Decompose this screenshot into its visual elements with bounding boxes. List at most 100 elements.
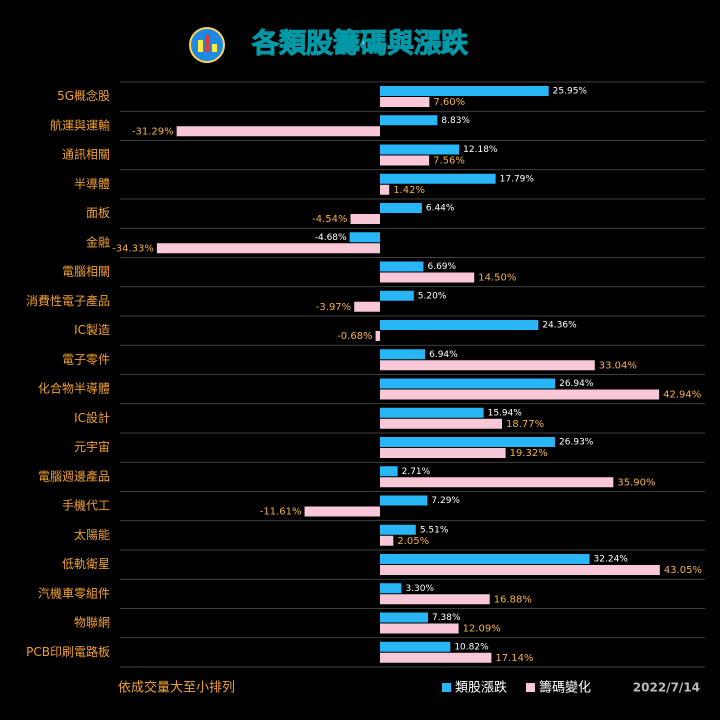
value-label: 2.71% [402, 467, 431, 477]
category-label: 面板 [86, 206, 110, 220]
category-label: 金融 [86, 234, 110, 249]
value-label: 19.32% [510, 448, 548, 459]
category-label: 航運與運輸 [50, 117, 110, 132]
bar [380, 272, 475, 283]
category-label: 低軌衛星 [62, 556, 110, 571]
category-label: 半導體 [74, 177, 110, 191]
value-label: 42.94% [663, 390, 701, 401]
bar [380, 184, 390, 195]
value-label: -34.33% [112, 243, 154, 254]
value-label: 15.94% [488, 408, 523, 418]
bar [380, 173, 496, 184]
bar [380, 594, 490, 605]
category-label: 太陽能 [74, 527, 110, 542]
bar [380, 466, 398, 477]
bar [380, 477, 614, 488]
value-label: 8.83% [441, 116, 470, 126]
bar [176, 126, 380, 137]
value-label: 7.56% [433, 156, 465, 167]
category-label: 電腦相關 [62, 264, 110, 279]
category-label: 元宇宙 [74, 439, 110, 454]
value-label: -11.61% [260, 507, 302, 518]
category-label: IC設計 [74, 410, 110, 425]
value-label: 17.79% [500, 174, 535, 184]
category-label: 電腦週邊產品 [38, 468, 110, 483]
bar [380, 554, 590, 564]
legend-swatch [442, 683, 451, 692]
value-label: 33.04% [599, 360, 637, 371]
category-label: 化合物半導體 [38, 381, 110, 396]
value-label: 26.93% [559, 438, 594, 448]
value-label: 24.36% [542, 321, 577, 331]
chart-title: 各類股籌碼與漲跌 [251, 28, 468, 60]
value-label: 10.82% [454, 642, 489, 652]
value-label: 43.05% [664, 565, 702, 576]
value-label: 1.42% [393, 185, 425, 196]
value-label: -4.68% [315, 233, 347, 243]
value-label: -4.54% [312, 214, 347, 225]
category-label: IC製造 [74, 323, 110, 337]
bar [380, 320, 539, 330]
value-label: 26.94% [559, 379, 594, 389]
bar [380, 378, 556, 389]
bar [380, 290, 414, 301]
bar [349, 232, 380, 243]
bar [375, 331, 380, 341]
bar [380, 97, 430, 107]
bar [380, 565, 660, 575]
category-label: 電子零件 [62, 352, 110, 366]
bar [380, 524, 416, 535]
bar [380, 448, 506, 458]
legend-label: 類股漲跌 [455, 680, 507, 696]
category-label: PCB印刷電路板 [26, 644, 110, 659]
category-label: 物聯網 [74, 616, 110, 630]
category-label: 汽機車零組件 [38, 585, 110, 600]
bar [380, 535, 394, 546]
logo [189, 27, 225, 63]
value-label: 5.51% [420, 525, 449, 535]
value-label: 17.14% [495, 653, 533, 664]
value-label: 7.60% [433, 97, 465, 108]
bar [354, 301, 380, 312]
value-label: 6.69% [427, 262, 456, 272]
bar [350, 214, 380, 224]
value-label: -3.97% [316, 302, 351, 313]
bar [380, 155, 430, 166]
value-label: 6.94% [429, 350, 458, 360]
bar [380, 360, 595, 371]
bar [380, 641, 451, 652]
legend-swatch [526, 683, 536, 692]
value-label: 3.30% [405, 584, 434, 594]
bar [380, 583, 402, 594]
bar [380, 407, 484, 418]
value-label: -0.68% [337, 331, 372, 342]
value-label: 25.95% [553, 87, 588, 97]
bar [380, 203, 422, 213]
bar [380, 261, 424, 272]
bar [380, 349, 426, 360]
value-label: 7.38% [432, 613, 461, 623]
bar [380, 389, 660, 400]
bar [380, 612, 428, 623]
value-label: 7.29% [431, 496, 460, 506]
legend-label: 籌碼變化 [539, 680, 591, 696]
value-label: 14.50% [478, 273, 516, 284]
category-label: 5G概念股 [57, 88, 110, 103]
bar [380, 652, 492, 663]
bar [380, 115, 438, 126]
note: 依成交量大至小排列 [118, 680, 235, 696]
category-label: 通訊相關 [62, 147, 110, 162]
value-label: 32.24% [594, 555, 629, 565]
value-label: 12.18% [463, 145, 498, 155]
value-label: 16.88% [494, 594, 532, 605]
value-label: 5.20% [418, 291, 447, 301]
category-label: 消費性電子產品 [26, 293, 110, 308]
value-label: 6.44% [426, 204, 455, 214]
bar [380, 86, 549, 96]
date: 2022/7/14 [633, 681, 700, 695]
bar [380, 437, 556, 447]
bar [380, 495, 428, 506]
value-label: 2.05% [397, 536, 429, 547]
value-label: -31.29% [132, 126, 174, 137]
